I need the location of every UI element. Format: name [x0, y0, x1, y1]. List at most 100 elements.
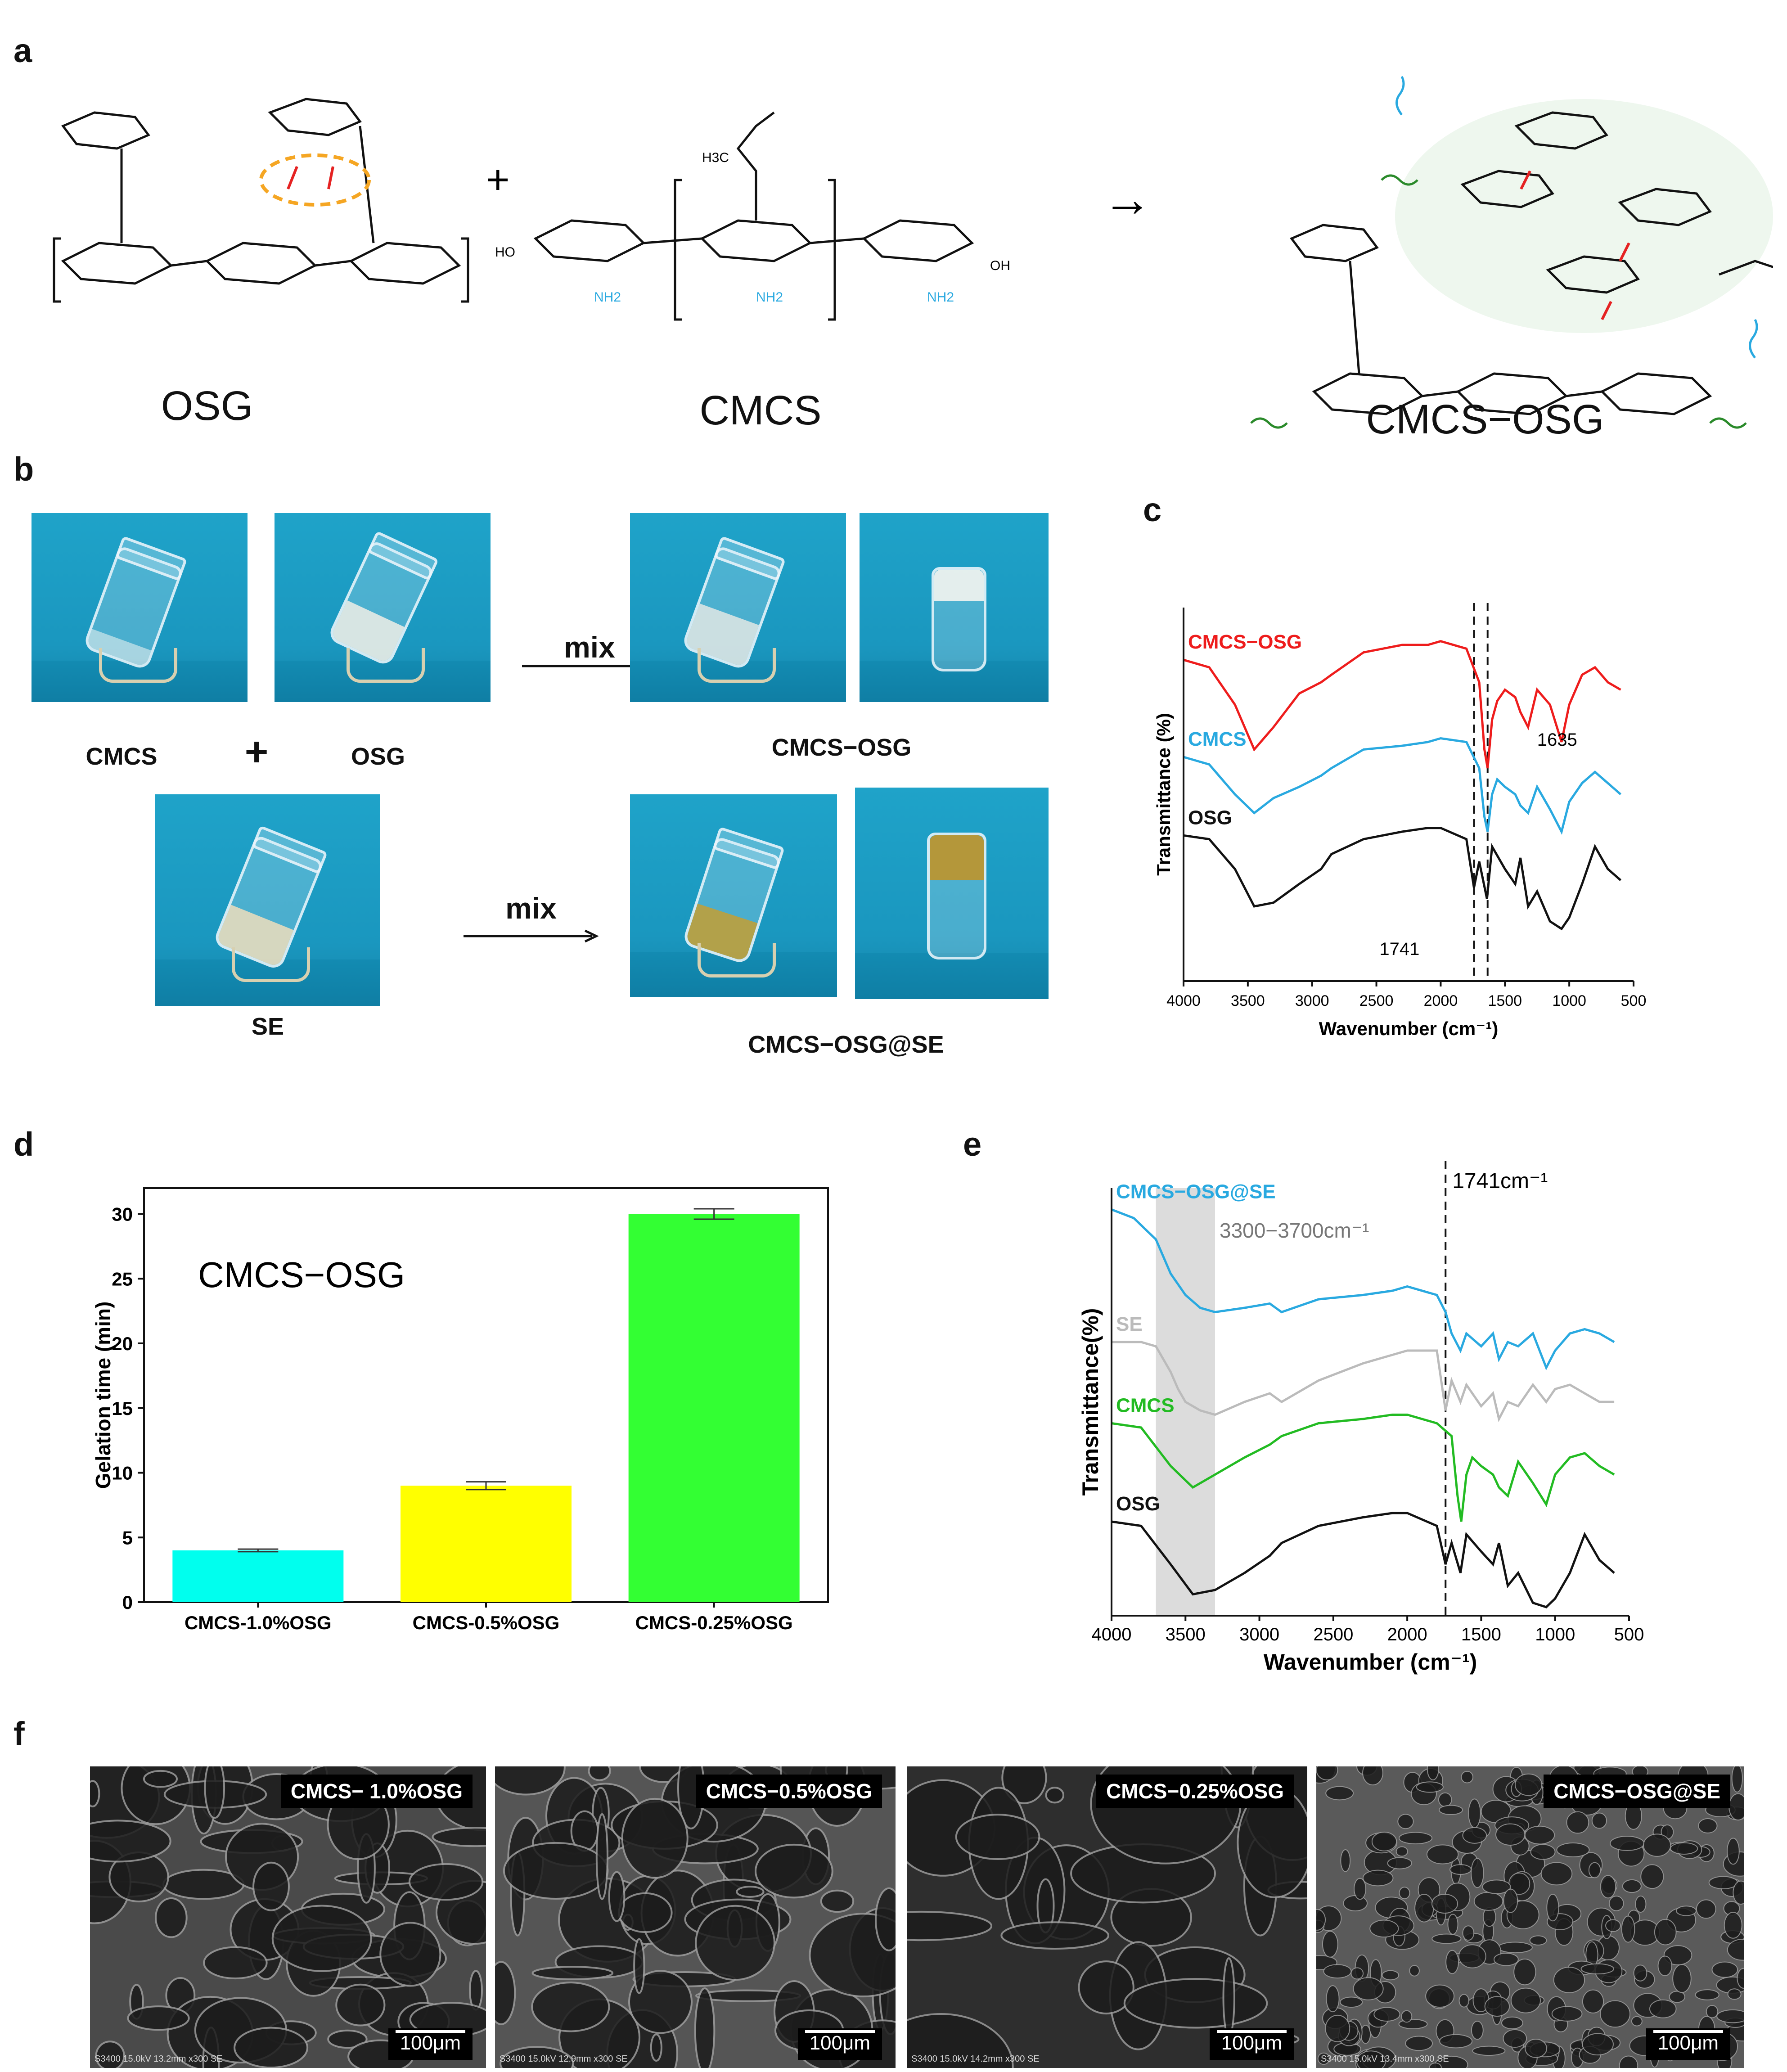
sem-pore — [1373, 2007, 1400, 2022]
series-label-0: CMCS−OSG — [1188, 631, 1302, 653]
sem-pore — [531, 1966, 614, 1981]
sem-pore — [1353, 1977, 1384, 2000]
bar-1 — [401, 1486, 572, 1602]
cmcs-name: CMCS — [699, 387, 822, 433]
sem-texture-4 — [1316, 1766, 1744, 2068]
series-label-1: SE — [1116, 1313, 1143, 1335]
sem-pore — [1621, 1915, 1635, 1943]
sem-meta-1: S3400 15.0kV 13.2mm x300 SE — [95, 2054, 223, 2064]
sem-pore — [1551, 2006, 1583, 2022]
sem-pore — [1556, 1842, 1590, 1857]
panel-a-structures: + NH2 NH2 NH2 H3C OH HO → — [53, 76, 1773, 429]
sem-pore — [1635, 1895, 1647, 1913]
y-axis-label: Gelation time (min) — [91, 1302, 115, 1489]
sem-pore — [1316, 1766, 1338, 1780]
osg-structure — [53, 98, 469, 303]
sem-pore — [1676, 1905, 1697, 1916]
sem-pore — [203, 1946, 268, 1980]
sem-pore — [1724, 1912, 1742, 1939]
sem-pore — [1473, 1892, 1503, 1911]
sem-pore — [1427, 1766, 1439, 1780]
sem-pore — [1600, 2000, 1631, 2028]
label-cmcs-osg-se-result: CMCS−OSG@SE — [748, 1031, 944, 1058]
x-tick-label-3: 2500 — [1313, 1625, 1353, 1644]
sem-pore — [1731, 1766, 1743, 1793]
sem-scale-1: 100μm — [388, 2028, 473, 2060]
series-label-1: CMCS — [1188, 728, 1247, 750]
sem-pore — [500, 2046, 574, 2068]
cmcs-structure — [533, 112, 974, 321]
bar-0 — [172, 1550, 344, 1602]
chart-d-gelation-time: CMCS-1.0%OSG CMCS-0.5%OSG CMCS-0.25%OSG 0 5 1… — [91, 1187, 829, 1633]
sem-pore — [1591, 1812, 1607, 1829]
sem-pore — [595, 1813, 608, 1900]
sem-pore — [1458, 1944, 1486, 1968]
sem-pore — [1399, 1832, 1433, 1845]
methyl-label: H3C — [702, 150, 729, 165]
sem-pore — [1663, 1945, 1692, 1965]
sem-pore — [408, 1863, 484, 1901]
sem-pore — [820, 1889, 855, 1913]
aldehyde-highlight — [259, 153, 371, 207]
sem-pore — [633, 1938, 645, 1994]
sem-pore — [1425, 1984, 1455, 2008]
sem-pore — [1588, 1862, 1601, 1878]
sem-pore — [1397, 1814, 1414, 1829]
sem-pore — [1633, 1964, 1647, 1982]
sem-pore — [1716, 2009, 1744, 2023]
sem-pore — [1445, 1950, 1459, 1974]
sem-pore — [1369, 1919, 1399, 1938]
sem-scale-4: 100μm — [1646, 2028, 1730, 2060]
photo-cmcs-osg-tilted — [630, 513, 846, 702]
panel-b-letter: b — [14, 450, 34, 488]
category-label-1: CMCS-0.5%OSG — [413, 1612, 560, 1633]
sem-pore — [1350, 1967, 1364, 1980]
x-tick-label-3: 2500 — [1359, 992, 1394, 1009]
series-line-1 — [1112, 1341, 1615, 1423]
mix-label-top: mix — [564, 631, 615, 664]
sem-pore — [1733, 1880, 1744, 1905]
sem-pore — [432, 1827, 486, 1847]
chart-e-ftir: 3300−3700cm⁻¹ 1741cm⁻¹ CMCS−OSG@SE SE CMCS OS… — [1078, 1161, 1644, 1675]
sem-pore — [327, 2029, 368, 2049]
y-tick-label-6: 30 — [112, 1204, 133, 1225]
sem-pore — [503, 1842, 609, 1900]
reaction-arrow: → — [1103, 171, 1152, 227]
sem-pore — [1727, 1939, 1744, 1961]
bar-2 — [628, 1214, 800, 1602]
chart-title: CMCS−OSG — [198, 1255, 405, 1295]
sem-pore — [754, 1843, 833, 1899]
sem-pore — [1695, 1989, 1719, 2000]
x-tick-label-1: 3500 — [1166, 1625, 1206, 1644]
sem-image-4: CMCS−OSG@SE S3400 15.0kV 13.4mm x300 SE … — [1316, 1766, 1744, 2068]
y-tick-label-5: 25 — [112, 1268, 133, 1289]
sem-pore — [90, 1820, 171, 1863]
sem-pore — [608, 1871, 626, 1922]
sem-pore — [1580, 1963, 1614, 1975]
sem-pore — [1325, 2014, 1350, 2042]
sem-pore — [1316, 1909, 1326, 1931]
sem-pore — [1619, 2055, 1638, 2068]
series-label-0: CMCS−OSG@SE — [1116, 1181, 1276, 1203]
x-tick-label-7: 500 — [1614, 1625, 1644, 1644]
series-line-1 — [1183, 737, 1622, 835]
sem-pore — [1524, 1825, 1555, 1845]
sem-pore — [1501, 2016, 1523, 2030]
sem-label-3: CMCS−0.25%OSG — [1096, 1775, 1294, 1808]
sem-pore — [907, 1910, 993, 1941]
panel-a-letter: a — [14, 32, 32, 69]
sem-pore — [1657, 1955, 1673, 1977]
sem-image-3: CMCS−0.25%OSG S3400 15.0kV 14.2mm x300 S… — [907, 1766, 1307, 2068]
sem-pore — [1362, 1869, 1394, 1887]
sem-pore — [155, 1897, 188, 1938]
sem-pore — [1600, 1875, 1616, 1899]
sem-pore — [1484, 1996, 1510, 2017]
sem-pore — [1640, 1864, 1664, 1889]
sem-pore — [1449, 1864, 1472, 1875]
sem-pore — [1727, 1838, 1740, 1865]
sem-pore — [1439, 1805, 1463, 1815]
sem-pore — [1696, 1899, 1716, 1919]
sem-pore — [1356, 2050, 1386, 2068]
sem-scale-2: 100μm — [797, 2028, 882, 2060]
x-tick-label-6: 1000 — [1535, 1625, 1575, 1644]
